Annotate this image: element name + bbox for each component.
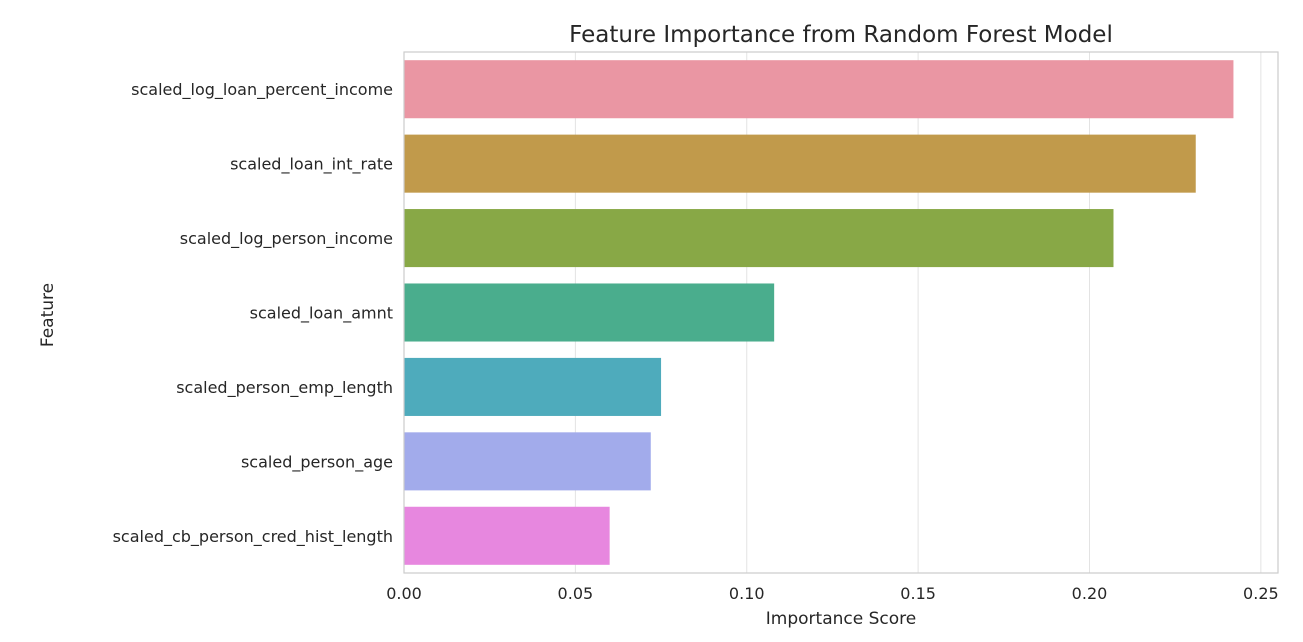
y-tick-label: scaled_cb_person_cred_hist_length [113,527,393,547]
bar-scaled_cb_person_cred_hist_length [404,506,610,565]
y-tick-labels: scaled_log_loan_percent_income scaled_loa… [113,80,393,547]
y-tick-label: scaled_log_person_income [180,229,393,249]
x-tick-label: 0.00 [386,584,422,603]
bar-scaled_loan_amnt [404,283,775,342]
x-tick-label: 0.05 [558,584,594,603]
bar-scaled_log_person_income [404,209,1114,268]
bar-scaled_person_age [404,432,651,491]
y-tick-label: scaled_person_emp_length [176,378,393,398]
y-tick-label: scaled_loan_amnt [250,304,393,324]
chart-title: Feature Importance from Random Forest Mo… [569,22,1113,48]
y-tick-label: scaled_person_age [241,452,393,472]
bar-scaled_log_loan_percent_income [404,60,1234,119]
x-tick-label: 0.15 [900,584,936,603]
bar-scaled_loan_int_rate [404,134,1196,193]
y-tick-label: scaled_loan_int_rate [230,155,393,175]
y-axis-label: Feature [38,283,58,347]
x-tick-label: 0.10 [729,584,765,603]
bar-scaled_person_emp_length [404,357,662,416]
bars-layer [404,60,1234,565]
y-tick-label: scaled_log_loan_percent_income [131,80,393,100]
x-tick-label: 0.20 [1072,584,1108,603]
plot-frame [403,51,1279,574]
x-tick-label: 0.25 [1243,584,1279,603]
x-axis-label: Importance Score [766,609,916,629]
x-tick-labels: 0.00 0.05 0.10 0.15 0.20 0.25 [386,584,1278,603]
